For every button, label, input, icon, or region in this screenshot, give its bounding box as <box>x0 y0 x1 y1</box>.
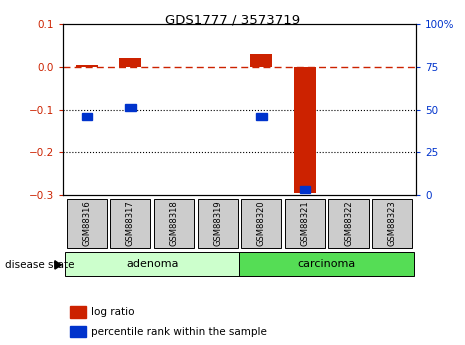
Text: GSM88317: GSM88317 <box>126 200 135 246</box>
Text: log ratio: log ratio <box>91 307 134 317</box>
Text: disease state: disease state <box>5 260 74 270</box>
Text: GSM88323: GSM88323 <box>388 200 397 246</box>
Bar <box>70 326 86 337</box>
FancyBboxPatch shape <box>241 199 281 248</box>
Text: GSM88316: GSM88316 <box>82 200 91 246</box>
Bar <box>125 105 136 111</box>
Text: GDS1777 / 3573719: GDS1777 / 3573719 <box>165 13 300 26</box>
Bar <box>81 113 92 120</box>
Text: GSM88319: GSM88319 <box>213 200 222 246</box>
FancyBboxPatch shape <box>65 252 239 276</box>
Text: carcinoma: carcinoma <box>298 259 356 269</box>
Bar <box>294 67 316 193</box>
Bar <box>76 65 98 67</box>
Bar <box>299 186 310 193</box>
Polygon shape <box>55 261 61 269</box>
Text: GSM88320: GSM88320 <box>257 200 266 246</box>
FancyBboxPatch shape <box>328 199 369 248</box>
Text: GSM88318: GSM88318 <box>170 200 179 246</box>
Bar <box>256 113 266 120</box>
Bar <box>70 306 86 317</box>
Text: percentile rank within the sample: percentile rank within the sample <box>91 327 267 337</box>
Text: GSM88321: GSM88321 <box>300 200 309 246</box>
FancyBboxPatch shape <box>239 252 414 276</box>
Text: GSM88322: GSM88322 <box>344 200 353 246</box>
Bar <box>250 54 272 67</box>
FancyBboxPatch shape <box>66 199 107 248</box>
FancyBboxPatch shape <box>154 199 194 248</box>
FancyBboxPatch shape <box>198 199 238 248</box>
Text: adenoma: adenoma <box>126 259 179 269</box>
FancyBboxPatch shape <box>110 199 151 248</box>
FancyBboxPatch shape <box>372 199 412 248</box>
FancyBboxPatch shape <box>285 199 325 248</box>
Bar <box>120 58 141 67</box>
